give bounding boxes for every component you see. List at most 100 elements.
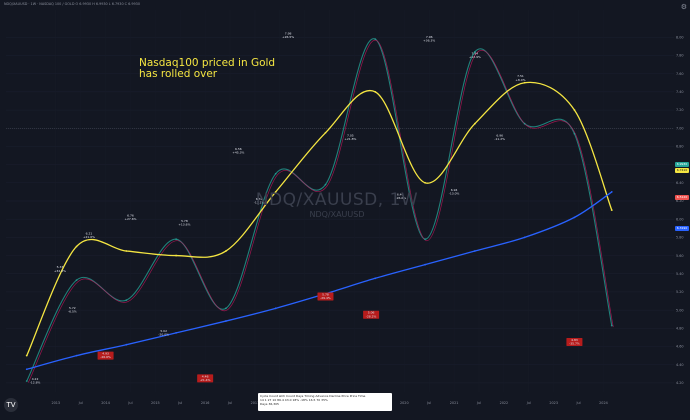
annotation-label: +26.5% — [282, 35, 294, 39]
price-badge: 6.9930 — [675, 162, 689, 167]
y-tick-label: 4.80 — [676, 327, 684, 331]
series-point — [374, 277, 377, 280]
x-tick-label: 2014 — [101, 401, 110, 405]
y-tick-label: 8.00 — [676, 35, 684, 39]
annotation-box — [363, 310, 380, 319]
y-tick-label: 5.80 — [676, 236, 684, 240]
series-point — [75, 245, 78, 248]
y-tick-label: 5.60 — [676, 254, 684, 258]
annotation-box — [566, 337, 583, 346]
annotation-label: 6.94 — [451, 188, 458, 192]
price-badge: 6.3190 — [675, 226, 689, 231]
series-point — [610, 191, 613, 193]
annotation-label: 6.96 — [496, 133, 503, 137]
stats-row-2: 14 1 27 10 86.4 43.0 18% -18% 16.5 70 35… — [260, 398, 328, 402]
annotation-label: -21.4% — [200, 378, 211, 382]
annotation-label: -20.0% — [158, 332, 169, 336]
annotation-label: 7.98 — [285, 31, 292, 35]
annotation-box — [97, 351, 114, 360]
x-tick-label: 2023 — [549, 401, 558, 405]
x-tick-label: Jul — [177, 401, 182, 405]
x-tick-label: 2017 — [251, 401, 260, 405]
x-tick-label: Jul — [127, 401, 132, 405]
series-point — [424, 181, 426, 184]
x-tick-label: 2016 — [201, 401, 210, 405]
annotation-label: -13.1% — [254, 201, 265, 205]
series-point — [573, 216, 576, 219]
annotation-box — [317, 292, 334, 301]
series-point — [225, 250, 227, 252]
y-tick-label: 7.80 — [676, 54, 684, 58]
x-tick-label: 2024 — [599, 401, 608, 405]
series-point — [25, 368, 28, 371]
annotation-box — [197, 374, 214, 383]
x-tick-label: Jul — [227, 401, 232, 405]
y-tick-label: 5.00 — [676, 308, 684, 312]
series-point — [473, 250, 476, 252]
x-tick-label: Jul — [576, 401, 581, 405]
y-tick-label: 7.00 — [676, 126, 684, 130]
series-point — [125, 343, 128, 346]
series-point — [473, 122, 476, 125]
annotation-label: 6.21 — [86, 232, 93, 236]
annotation-label: +27.6% — [124, 217, 136, 221]
price-badge: 6.5120 — [675, 195, 689, 200]
annotation-label: 6.56 — [235, 147, 242, 151]
annotation-label: +26.6% — [394, 196, 406, 200]
annotation-label: -29.4% — [320, 296, 331, 300]
y-tick-label: 4.20 — [676, 381, 684, 385]
series-point — [523, 236, 526, 239]
chart-header: NDQ/XAUUSD · 1W · NASDAQ 100 / GOLD O 6.… — [4, 2, 140, 6]
annotation-label: +13.6% — [178, 222, 190, 226]
note-line-1: Nasdaq100 priced in Gold — [139, 57, 276, 69]
series-point — [175, 238, 178, 241]
tradingview-logo-icon[interactable]: TV — [4, 398, 18, 412]
chart-watermark-title: NDQ/XAUUSD, 1W — [255, 190, 419, 210]
y-tick-label: 4.60 — [676, 345, 684, 349]
annotation-label: +21.6% — [83, 235, 95, 239]
annotation-label: 4.83 — [571, 338, 578, 342]
annotation-label: -11.2% — [494, 137, 505, 141]
annotation-label: -35.7% — [569, 342, 580, 346]
annotation-label: 5.33 — [57, 265, 64, 269]
x-tick-label: 2020 — [400, 401, 409, 405]
y-tick-label: 4.40 — [676, 363, 684, 367]
series-point — [523, 81, 526, 84]
y-tick-label: 6.40 — [676, 181, 684, 185]
annotation-label: 7.51 — [517, 74, 524, 78]
annotation-label: +21.8% — [344, 137, 356, 141]
stats-row-1: Cycle Count ΔCh Count Days Timing Advanc… — [260, 394, 366, 398]
series-point — [473, 50, 476, 53]
series-point — [25, 380, 28, 382]
annotation-label: +8.0% — [515, 78, 525, 82]
stats-info-box: Cycle Count ΔCh Count Days Timing Advanc… — [258, 393, 392, 411]
series-point — [324, 131, 327, 134]
y-tick-label: 7.60 — [676, 72, 684, 76]
y-tick-label: 6.20 — [676, 199, 684, 203]
chart-watermark-subtitle: NDQ/XAUUSD — [309, 210, 365, 219]
note-line-2: has rolled over — [139, 68, 218, 80]
series-point — [424, 263, 426, 266]
x-tick-label: 2015 — [151, 401, 160, 405]
series-point — [175, 254, 178, 257]
series-point — [374, 90, 377, 93]
series-point — [125, 250, 128, 252]
annotation-label: -26.6% — [100, 355, 111, 359]
x-tick-label: 2021 — [450, 401, 459, 405]
annotation-label: +36.3% — [423, 39, 435, 43]
annotation-label: +45.3% — [232, 151, 244, 155]
settings-gear-icon[interactable]: ⚙ — [680, 3, 687, 11]
annotation-note: Nasdaq100 priced in Gold has rolled over — [139, 58, 275, 80]
series-point — [374, 38, 377, 41]
series-point — [573, 132, 576, 135]
x-tick-label: Jul — [476, 401, 481, 405]
series-point — [225, 320, 227, 322]
annotation-label: +32.0% — [54, 269, 66, 273]
annotation-label: -6.5% — [68, 310, 77, 314]
x-tick-label: 2022 — [500, 401, 509, 405]
series-point — [175, 331, 178, 334]
annotation-label: -13.0% — [449, 192, 460, 196]
x-tick-label: Jul — [426, 401, 431, 405]
